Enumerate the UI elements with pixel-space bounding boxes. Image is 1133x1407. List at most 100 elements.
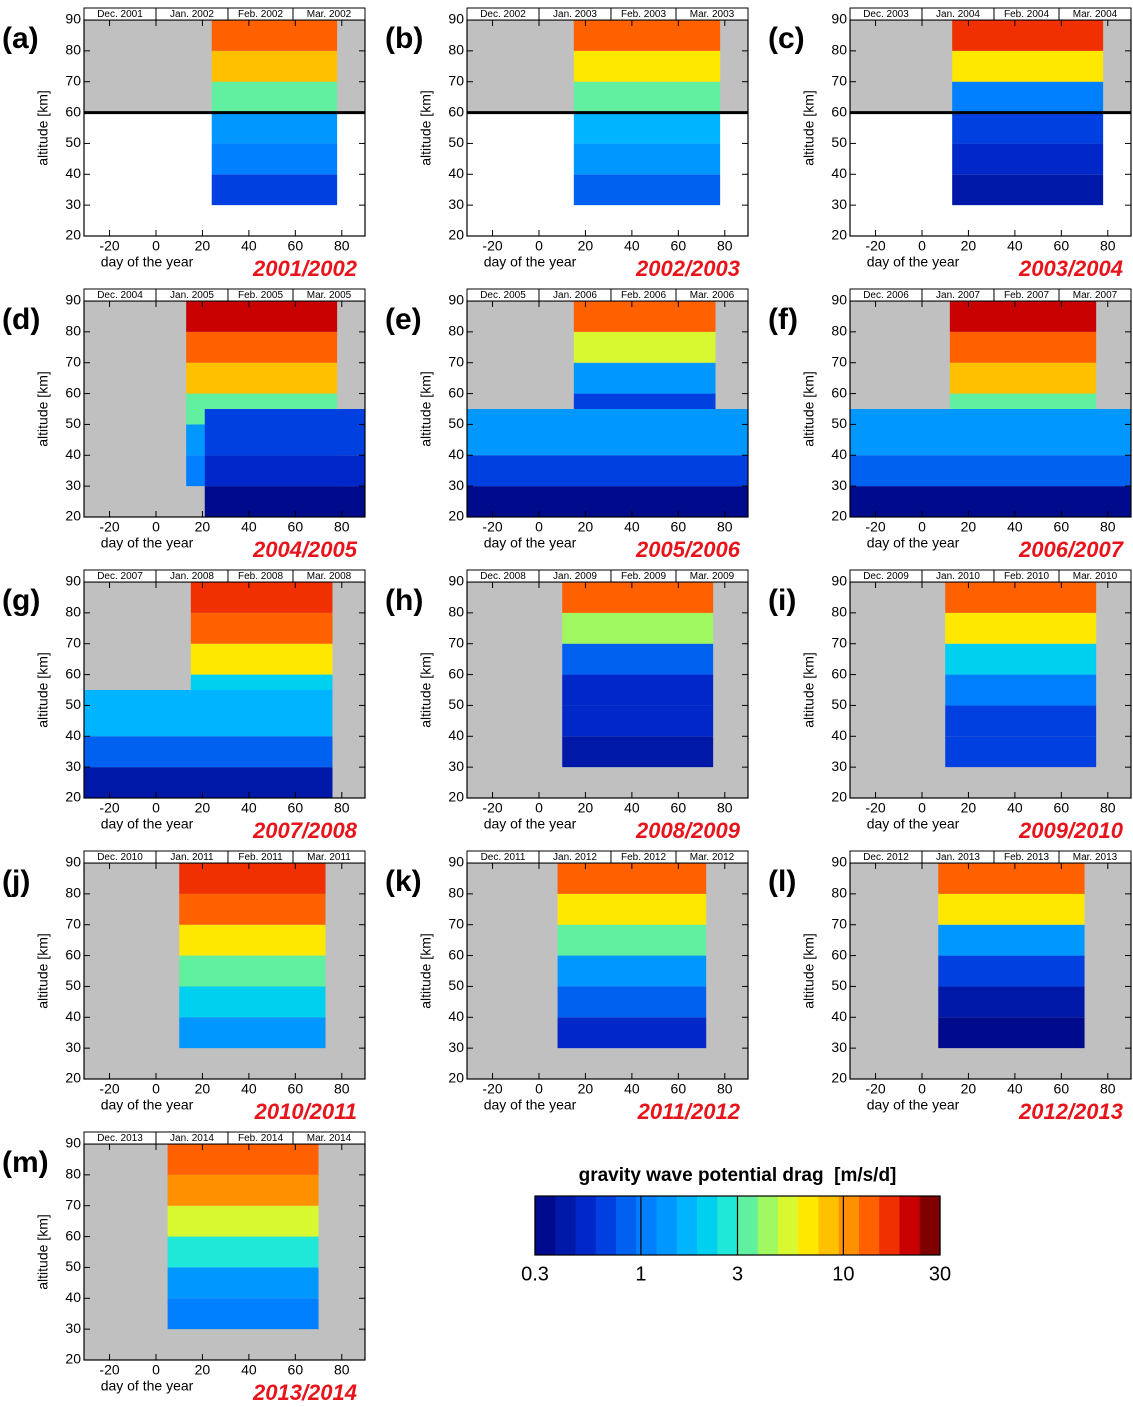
x-tick-label: -20 [865,1081,885,1097]
drag-cell [167,1144,319,1175]
x-axis-label: day of the year [484,816,577,832]
drag-cell [938,863,1085,894]
y-tick-label: 60 [65,665,81,681]
drag-cell [557,893,707,925]
month-label: Mar. 2004 [1073,9,1118,20]
season-label: 2010/2011 [254,1099,357,1124]
y-tick-label: 90 [65,573,81,589]
y-tick-label: 90 [448,573,464,589]
drag-cell [938,893,1085,925]
y-tick-label: 20 [448,227,464,243]
y-axis-label: altitude [km] [801,652,817,727]
drag-cell [84,736,333,768]
y-tick-label: 30 [448,196,464,212]
drag-cell [211,174,338,206]
season-label: 2008/2009 [635,818,741,843]
x-tick-label: 20 [195,238,211,254]
y-tick-label: 90 [448,292,464,308]
x-tick-label: 60 [288,238,304,254]
y-tick-label: 40 [65,1008,81,1024]
x-tick-label: 80 [1100,1081,1116,1097]
drag-cell [167,1174,319,1206]
y-tick-label: 70 [65,72,81,88]
y-tick-label: 90 [65,854,81,870]
x-tick-label: 20 [195,1081,211,1097]
y-tick-label: 50 [831,696,847,712]
month-label: Dec. 2005 [480,290,526,301]
drag-cell [190,582,333,613]
drag-cell [467,455,748,487]
y-axis-label: altitude [km] [801,371,817,446]
drag-cell [211,143,338,175]
x-tick-label: 0 [918,1081,926,1097]
colorbar-swatch [899,1196,921,1255]
x-tick-label: 60 [288,519,304,535]
drag-cell [186,301,338,332]
x-tick-label: 60 [1054,238,1070,254]
y-tick-label: 30 [65,758,81,774]
month-label: Feb. 2007 [1004,290,1049,301]
colorbar-title: gravity wave potential drag [m/s/d] [579,1165,897,1186]
x-tick-label: -20 [99,519,119,535]
drag-cell [850,486,1131,517]
y-tick-label: 20 [831,508,847,524]
drag-cell [179,1017,326,1049]
x-axis-label: day of the year [484,535,577,551]
month-label: Mar. 2003 [690,9,735,20]
drag-cell [562,674,714,706]
drag-cell [945,582,1097,613]
drag-cell [945,612,1097,644]
colorbar-swatch [697,1196,718,1255]
season-label: 2005/2006 [635,537,741,562]
drag-cell [204,409,365,456]
y-tick-label: 60 [65,103,81,119]
drag-cell [949,331,1097,363]
month-label: Jan. 2002 [170,9,214,20]
y-tick-label: 20 [448,789,464,805]
x-tick-label: 20 [578,238,594,254]
drag-cell [190,643,333,675]
drag-cell [945,736,1097,768]
y-tick-label: 80 [65,323,81,339]
x-tick-label: 40 [624,800,640,816]
month-label: Mar. 2012 [690,852,735,863]
colorbar-swatch [838,1196,860,1255]
colorbar-swatch [535,1196,556,1255]
x-tick-label: 20 [195,519,211,535]
y-tick-label: 70 [65,353,81,369]
x-tick-label: 80 [334,238,350,254]
x-tick-label: 80 [334,519,350,535]
month-label: Dec. 2011 [481,852,526,863]
y-tick-label: 90 [831,292,847,308]
month-box [292,569,366,583]
colorbar-tick-label: 1 [635,1263,646,1285]
month-label: Dec. 2003 [863,9,909,20]
month-label: Mar. 2008 [307,571,352,582]
drag-cell [167,1205,319,1237]
y-tick-label: 40 [448,1008,464,1024]
y-tick-label: 50 [65,696,81,712]
y-tick-label: 20 [448,508,464,524]
x-tick-label: 80 [1100,800,1116,816]
y-tick-label: 80 [448,323,464,339]
month-box [1058,569,1132,583]
y-tick-label: 70 [831,353,847,369]
x-tick-label: 0 [918,519,926,535]
month-label: Dec. 2007 [97,571,143,582]
x-tick-label: 20 [195,800,211,816]
drag-cell [204,486,365,517]
y-axis-label: altitude [km] [35,90,51,165]
month-box [292,1131,366,1145]
y-tick-label: 70 [448,353,464,369]
x-tick-label: 40 [241,1362,257,1378]
x-axis-label: day of the year [867,254,960,270]
drag-cell [211,112,338,144]
x-tick-label: 0 [152,238,160,254]
y-tick-label: 90 [65,292,81,308]
x-tick-label: -20 [482,519,502,535]
y-tick-label: 50 [65,415,81,431]
y-axis-label: altitude [km] [35,652,51,727]
drag-cell [84,690,333,737]
month-label: Mar. 2006 [690,290,735,301]
